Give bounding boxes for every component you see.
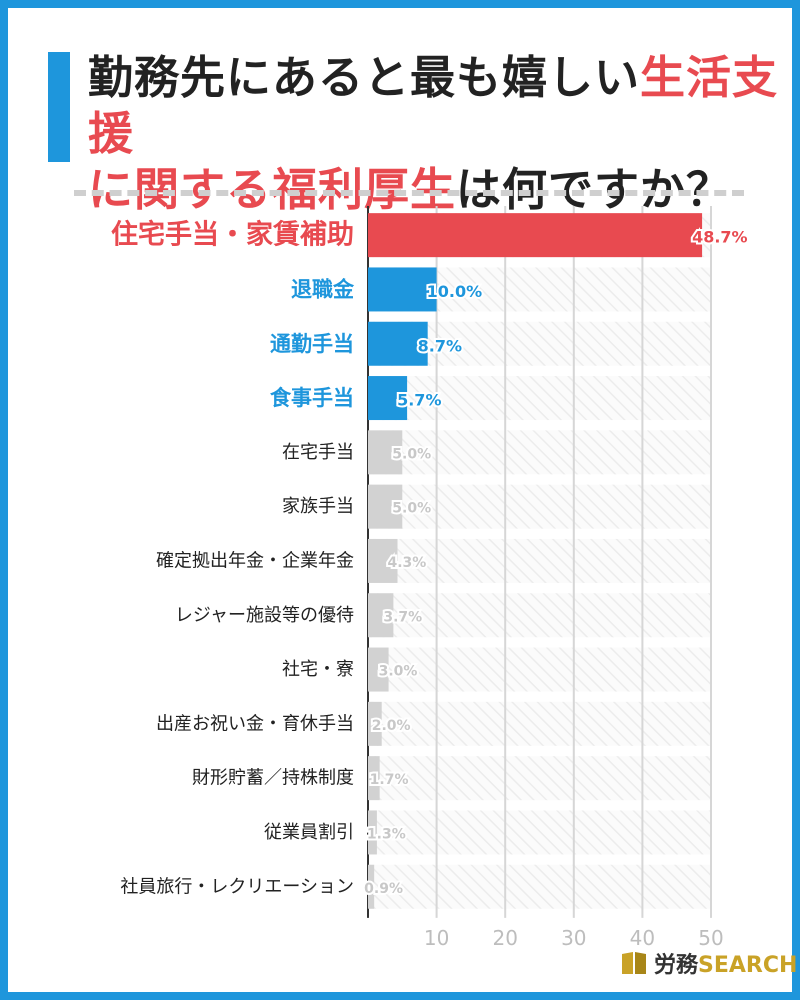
bar (368, 267, 437, 312)
value-label: 1.3% (367, 826, 406, 842)
title-part-4: は何ですか？ (456, 163, 733, 216)
brand-logo: 労務SEARCH (620, 946, 797, 980)
value-label: 0.9% (364, 881, 403, 897)
category-label: 通勤手当 (270, 332, 354, 356)
bar-track (368, 593, 711, 638)
category-label: 家族手当 (282, 496, 354, 517)
title-accent-bar (48, 52, 70, 162)
bar-track (368, 810, 711, 855)
x-tick-label: 30 (561, 926, 586, 950)
bar (368, 647, 389, 692)
bar-track (368, 430, 711, 475)
bar-track (368, 376, 711, 421)
bar-track (368, 701, 711, 746)
value-label: 5.0% (392, 501, 431, 517)
x-tick-label: 20 (492, 926, 517, 950)
title-divider (74, 190, 744, 196)
value-label: 48.7% (692, 228, 748, 247)
category-label: 食事手当 (270, 386, 354, 410)
brand-name: 労務SEARCH (654, 953, 798, 978)
title-part-2: 生活支援 (88, 51, 779, 160)
bar-track (368, 538, 711, 583)
bar (368, 756, 380, 801)
x-tick-label: 50 (698, 926, 723, 950)
page-title: 勤務先にあると最も嬉しい生活支援 に関する福利厚生は何ですか？ (88, 50, 788, 218)
bar (368, 430, 403, 475)
category-label: 従業員割引 (264, 822, 354, 843)
x-tick-label: 10 (424, 926, 449, 950)
bar (368, 864, 375, 909)
category-label: 財形貯蓄／持株制度 (192, 768, 354, 789)
value-label: 1.7% (370, 772, 409, 788)
category-label: レジャー施設等の優待 (175, 605, 354, 626)
category-label: 出産お祝い金・育休手当 (156, 713, 354, 734)
category-label: 在宅手当 (282, 442, 354, 463)
bar-track (368, 756, 711, 801)
category-label: 住宅手当・家賃補助 (111, 219, 354, 251)
bar (368, 593, 394, 638)
value-label: 5.0% (392, 446, 431, 462)
title-part-3: に関する福利厚生 (88, 163, 457, 216)
title-part-1: 勤務先にあると最も嬉しい (88, 51, 641, 104)
value-label: 2.0% (372, 718, 411, 734)
category-label: 退職金 (291, 277, 355, 301)
bar (368, 538, 398, 583)
bar (368, 376, 408, 421)
bar-track (368, 864, 711, 909)
category-label: 確定拠出年金・企業年金 (156, 550, 354, 571)
value-label: 10.0% (427, 282, 483, 301)
value-label: 5.7% (397, 391, 441, 410)
value-label: 3.0% (379, 664, 418, 680)
value-label: 8.7% (418, 336, 462, 355)
value-label: 3.7% (383, 609, 422, 625)
x-tick-label: 40 (630, 926, 655, 950)
bar (368, 484, 403, 529)
book-icon (620, 950, 648, 976)
bar (368, 321, 428, 366)
bar-track (368, 647, 711, 692)
bar (368, 701, 382, 746)
bar-track (368, 484, 711, 529)
category-label: 社宅・寮 (282, 659, 354, 680)
bar (368, 213, 703, 258)
value-label: 4.3% (387, 555, 426, 571)
category-label: 社員旅行・レクリエーション (120, 876, 354, 897)
bar (368, 810, 377, 855)
